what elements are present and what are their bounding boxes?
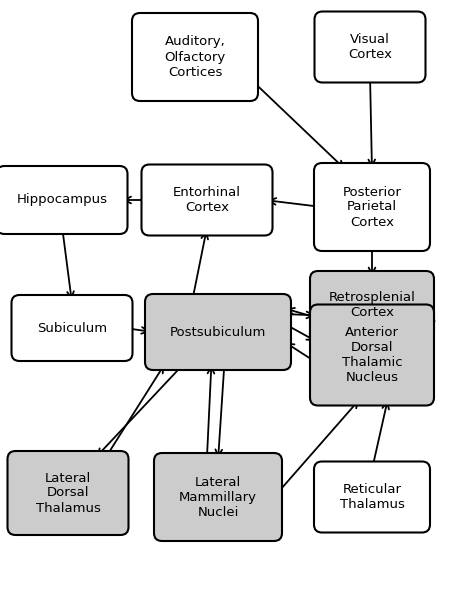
FancyBboxPatch shape (310, 304, 434, 406)
FancyBboxPatch shape (310, 271, 434, 339)
Text: Subiculum: Subiculum (37, 322, 107, 335)
Text: Lateral
Mammillary
Nuclei: Lateral Mammillary Nuclei (179, 475, 257, 518)
FancyBboxPatch shape (0, 166, 128, 234)
FancyBboxPatch shape (314, 163, 430, 251)
Text: Entorhinal
Cortex: Entorhinal Cortex (173, 186, 241, 214)
Text: Retrosplenial
Cortex: Retrosplenial Cortex (328, 291, 415, 319)
Text: Hippocampus: Hippocampus (17, 193, 108, 206)
FancyBboxPatch shape (314, 461, 430, 533)
Text: Posterior
Parietal
Cortex: Posterior Parietal Cortex (343, 185, 401, 229)
Text: Auditory,
Olfactory
Cortices: Auditory, Olfactory Cortices (164, 35, 226, 79)
Text: Visual
Cortex: Visual Cortex (348, 33, 392, 61)
FancyBboxPatch shape (132, 13, 258, 101)
Text: Lateral
Dorsal
Thalamus: Lateral Dorsal Thalamus (36, 472, 100, 514)
Text: Postsubiculum: Postsubiculum (170, 325, 266, 338)
FancyBboxPatch shape (8, 451, 128, 535)
FancyBboxPatch shape (11, 295, 133, 361)
Text: Anterior
Dorsal
Thalamic
Nucleus: Anterior Dorsal Thalamic Nucleus (342, 326, 402, 384)
Text: Reticular
Thalamus: Reticular Thalamus (339, 483, 404, 511)
FancyBboxPatch shape (142, 164, 273, 235)
FancyBboxPatch shape (315, 11, 426, 82)
FancyBboxPatch shape (154, 453, 282, 541)
FancyBboxPatch shape (145, 294, 291, 370)
